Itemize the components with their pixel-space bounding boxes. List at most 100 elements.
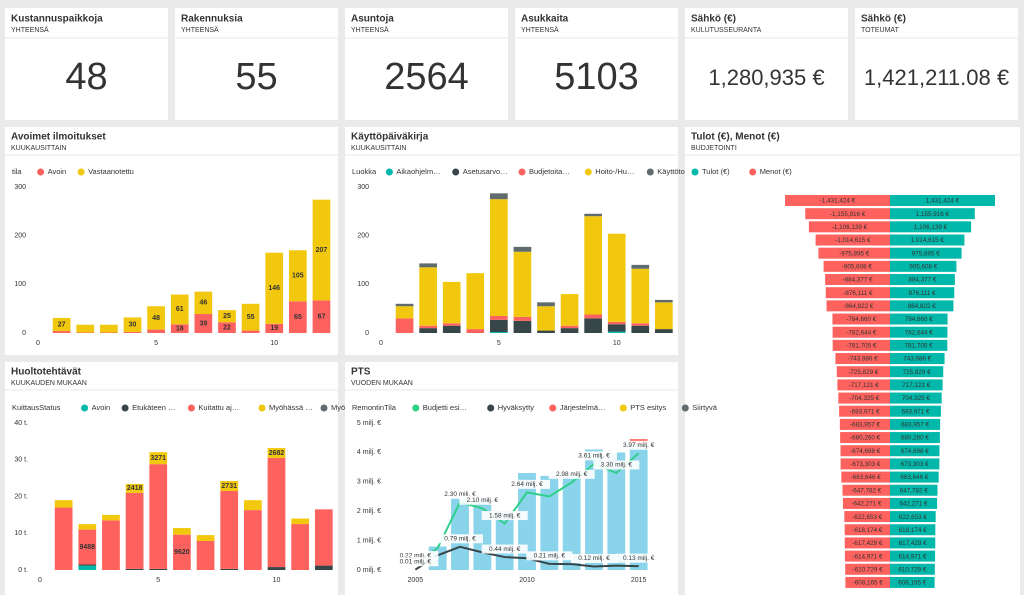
bar <box>835 353 890 365</box>
bar-segment <box>537 330 555 333</box>
bar <box>815 234 890 246</box>
bar <box>890 445 940 457</box>
legend-swatch <box>681 404 689 412</box>
data-label: 674,698 € <box>901 448 930 455</box>
card-value: 48 <box>65 56 107 98</box>
x-tick-label: 5 <box>156 577 160 584</box>
data-label: -884,377 € <box>843 277 874 284</box>
legend-title: RemontinTila <box>352 403 397 412</box>
bar <box>832 326 890 338</box>
data-label: 46 <box>199 300 207 307</box>
bar <box>826 300 890 312</box>
tile <box>345 127 678 355</box>
bar-segment <box>54 500 73 508</box>
legend-swatch <box>37 168 45 176</box>
data-label: -725,829 € <box>848 369 879 376</box>
legend-label: Budjetti esi… <box>423 403 467 412</box>
bar-segment <box>655 299 673 303</box>
x-tick-label: 0 <box>38 577 42 584</box>
bar <box>842 484 890 496</box>
chart-title: Avoimet ilmoitukset <box>11 132 106 143</box>
data-label: 2418 <box>127 485 143 492</box>
bar-segment <box>490 199 508 316</box>
bar-segment <box>584 216 602 315</box>
bar <box>844 550 890 562</box>
bar <box>629 443 648 570</box>
bar-segment <box>419 267 437 326</box>
chart-title: Käyttöpäiväkirja <box>351 132 429 143</box>
card <box>515 8 678 120</box>
bar <box>890 300 954 312</box>
bar <box>540 475 559 570</box>
y-tick-label: 200 <box>14 233 26 240</box>
legend-label: Käyttötoim… <box>657 167 700 176</box>
legend-label: Hoito-/Hu… <box>595 167 634 176</box>
label-background <box>571 451 617 461</box>
bar <box>890 432 940 444</box>
data-label: 0.12 milj. € <box>578 555 610 562</box>
bar-segment <box>267 567 286 570</box>
data-label: -663,646 € <box>851 474 882 481</box>
legend-label: Siirtyvä <box>692 403 717 412</box>
card-subtitle: YHTEENSÄ <box>11 26 49 34</box>
label-background <box>615 440 662 450</box>
bar <box>836 366 890 378</box>
label-background <box>481 544 528 554</box>
label-background <box>481 511 528 521</box>
bar <box>890 458 940 470</box>
card-subtitle: TOTEUMAT <box>861 27 900 34</box>
card-title: Asukkaita <box>521 14 569 25</box>
bar-segment <box>76 324 95 333</box>
y-tick-label: 5 milj. € <box>357 420 381 427</box>
legend-swatch <box>549 404 557 412</box>
bar-segment <box>243 510 262 570</box>
bar-segment <box>288 250 307 302</box>
bar-segment <box>220 490 239 569</box>
card-title: Asuntoja <box>351 14 394 25</box>
bar-segment <box>631 268 650 324</box>
bar-segment <box>655 329 673 333</box>
legend-swatch <box>412 404 420 412</box>
data-label: -674,698 € <box>850 448 881 455</box>
legend-swatch <box>320 404 328 412</box>
data-label: 19 <box>270 325 278 332</box>
bar-segment <box>419 263 437 268</box>
bar-segment <box>241 330 260 333</box>
legend-label: Avoin <box>92 403 111 412</box>
bar <box>562 475 581 570</box>
bar-segment <box>196 540 215 570</box>
bar <box>785 195 890 206</box>
bar-segment <box>490 193 508 200</box>
y-tick-label: 300 <box>357 184 369 191</box>
bar <box>890 339 948 351</box>
bar-segment <box>196 535 215 541</box>
bar <box>890 497 938 509</box>
bar <box>825 287 890 299</box>
legend-title: tila <box>12 167 22 176</box>
bar <box>607 452 626 570</box>
data-label: 743,986 € <box>903 356 932 363</box>
card-title: Rakennuksia <box>181 14 243 25</box>
y-tick-label: 0 <box>365 330 369 337</box>
bar-segment <box>220 480 239 491</box>
data-label: 61 <box>176 306 184 313</box>
y-tick-label: 0 <box>22 330 26 337</box>
data-label: 782,644 € <box>905 329 934 336</box>
data-label: -975,895 € <box>839 250 870 257</box>
legend-swatch <box>452 168 460 176</box>
bar <box>839 418 890 430</box>
bar <box>823 260 890 272</box>
bar-segment <box>100 324 118 333</box>
bar-segment <box>312 199 331 301</box>
bar-segment <box>173 528 191 535</box>
y-tick-label: 1 milj. € <box>357 537 381 544</box>
data-label: -610,729 € <box>853 566 884 573</box>
data-label: 905,608 € <box>909 264 938 271</box>
data-label: 781,705 € <box>905 343 934 350</box>
data-label: 105 <box>292 273 304 280</box>
data-label: -622,653 € <box>852 514 883 521</box>
bar <box>890 234 965 246</box>
card-value: 55 <box>235 56 277 98</box>
x-tick-label: 2005 <box>408 577 424 584</box>
bar-segment <box>419 328 437 333</box>
